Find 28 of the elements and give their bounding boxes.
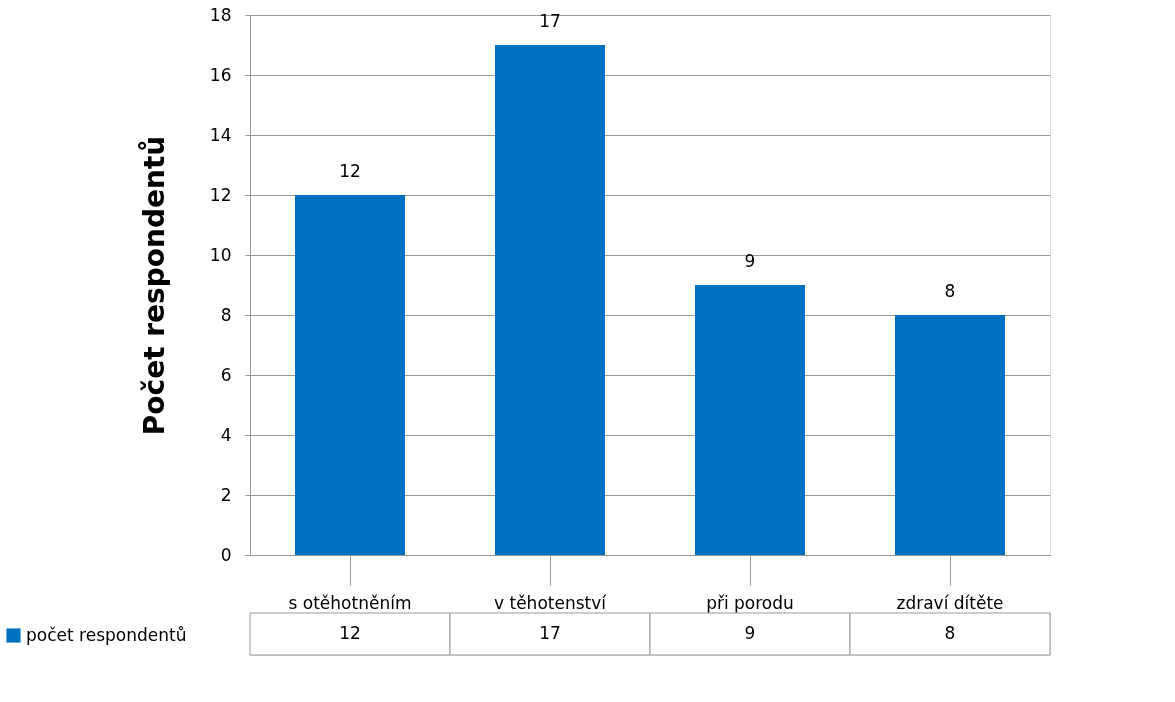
- x-tick-label: zdraví dítěte: [896, 592, 1004, 613]
- y-tick-label: 0: [220, 544, 232, 565]
- x-tick-label: v těhotenství: [494, 592, 608, 613]
- data-label: 9: [744, 251, 756, 271]
- y-tick-label: 8: [220, 304, 232, 325]
- text: 12: [339, 623, 361, 643]
- y-tick-label: 6: [220, 364, 232, 385]
- data-label: 12: [339, 161, 361, 181]
- text: 8: [944, 623, 956, 643]
- text: 17: [539, 623, 561, 643]
- y-tick-label: 14: [209, 124, 232, 145]
- x-tick-label: s otěhotněním: [288, 592, 412, 613]
- text: 9: [744, 623, 756, 643]
- y-tick-label: 12: [209, 184, 232, 205]
- legend-label: počet respondentů: [26, 624, 187, 645]
- data-label: 8: [944, 281, 956, 301]
- bar: [495, 45, 605, 555]
- y-axis-title: Počet respondentů: [137, 135, 171, 436]
- y-tick-label: 16: [209, 64, 232, 85]
- y-tick-label: 18: [209, 4, 232, 25]
- y-tick-label: 2: [220, 484, 232, 505]
- x-tick-label: při porodu: [706, 592, 794, 613]
- y-tick-label: 10: [209, 244, 232, 265]
- data-label: 17: [539, 11, 561, 31]
- y-tick-label: 4: [220, 424, 232, 445]
- bar: [295, 195, 405, 555]
- bar: [895, 315, 1005, 555]
- bar: [695, 285, 805, 555]
